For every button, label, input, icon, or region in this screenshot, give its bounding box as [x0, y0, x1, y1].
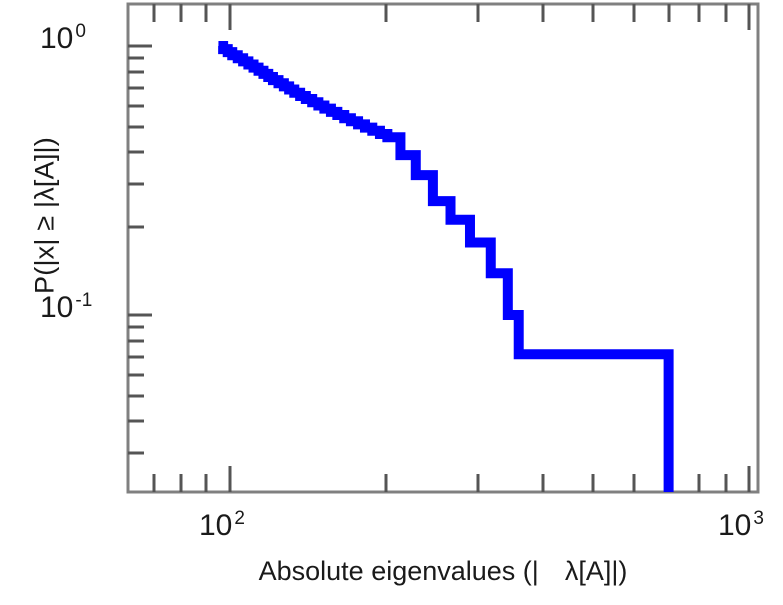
y-axis-ticks: [128, 44, 152, 455]
x-tick-exponent-1e3: 3: [753, 508, 764, 529]
x-tick-exponent-1e2: 2: [234, 508, 245, 529]
x-axis-label: Absolute eigenvalues (| λ[A]|): [128, 556, 758, 587]
ccdf-step-line: [218, 41, 674, 492]
x-axis-ticks-top: [152, 4, 751, 30]
x-axis-label-head: Absolute eigenvalues (|: [258, 556, 539, 586]
x-axis-ticks-bottom: [152, 466, 751, 492]
y-tick-exponent-1e0: 0: [75, 21, 86, 42]
x-tick-label-1e2: 10 2: [199, 508, 245, 542]
axes-frame: [126, 2, 760, 494]
data-series-group: [218, 41, 674, 492]
y-axis-label: P(|x| ≥ |λ[A]|): [29, 137, 60, 294]
y-tick-label-1e-1: 10 -1: [40, 290, 93, 324]
plot-border: [126, 2, 760, 494]
y-tick-label-1e0: 10 0: [40, 21, 86, 55]
y-tick-exponent-1e-1: -1: [75, 290, 93, 311]
x-axis-label-tail: λ[A]|): [564, 556, 628, 586]
x-tick-label-1e3: 10 3: [718, 508, 764, 542]
